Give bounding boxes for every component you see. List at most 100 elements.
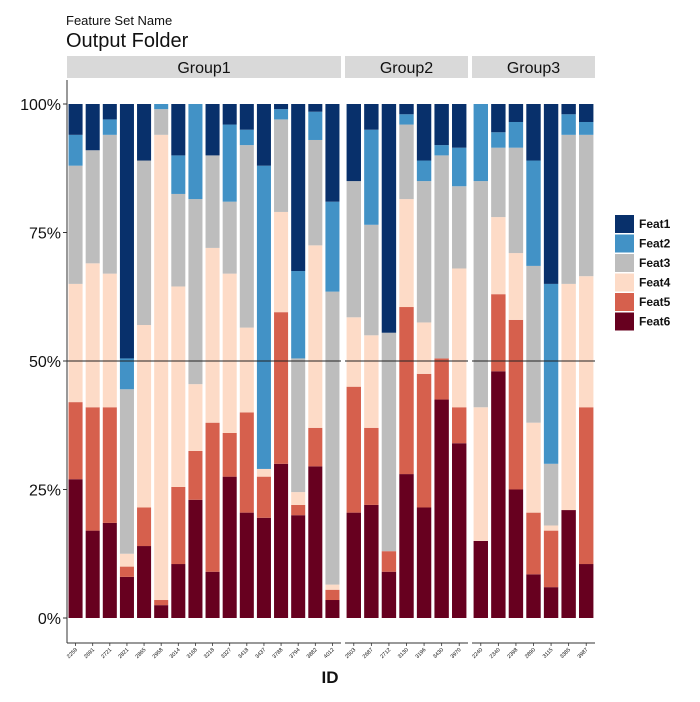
x-tick-label: 2890 — [524, 647, 537, 660]
bar-segment-feat4 — [308, 245, 323, 428]
bar-segment-feat1 — [85, 104, 100, 151]
y-axis: 0% 25% 50% 75% 100% — [20, 80, 68, 643]
bar-segment-feat6 — [434, 399, 449, 618]
bar-segment-feat5 — [434, 358, 449, 400]
facet-strip-label: Group3 — [507, 60, 560, 77]
bar-segment-feat1 — [102, 104, 117, 120]
bar-3418 — [239, 104, 254, 618]
bar-segment-feat4 — [399, 199, 414, 308]
bar-3987 — [579, 104, 594, 618]
x-tick-label: 2958 — [152, 647, 165, 660]
legend-item-feat1: Feat1 — [615, 215, 671, 233]
bar-segment-feat3 — [399, 124, 414, 200]
bar-segment-feat6 — [205, 571, 220, 618]
bar-segment-feat6 — [137, 546, 152, 618]
bar-segment-feat4 — [473, 407, 488, 541]
legend-swatch — [615, 312, 634, 331]
bar-segment-feat3 — [473, 181, 488, 408]
bar-segment-feat6 — [171, 564, 186, 618]
bar-segment-feat6 — [308, 466, 323, 618]
x-axis: 2259 2691 2721 2821 2865 2958 3014 3168 3218 3327… — [66, 642, 595, 660]
bar-segment-feat2 — [579, 121, 594, 135]
bar-4012 — [325, 104, 340, 618]
facet-strip-label: Group1 — [177, 60, 230, 77]
bar-segment-feat3 — [508, 147, 524, 254]
facet-strip — [345, 56, 468, 78]
bar-segment-feat1 — [308, 104, 323, 112]
bar-segment-feat4 — [526, 422, 541, 513]
bar-segment-feat6 — [274, 463, 289, 618]
bar-segment-feat4 — [543, 525, 559, 531]
bar-segment-feat3 — [119, 389, 134, 554]
legend-swatch — [615, 234, 634, 253]
bar-segment-feat5 — [274, 312, 289, 464]
bar-segment-feat3 — [154, 109, 169, 135]
bar-segment-feat3 — [239, 145, 254, 328]
bar-segment-feat4 — [452, 268, 467, 408]
x-axis-label: ID — [322, 668, 339, 687]
bar-2958 — [154, 104, 169, 618]
bar-segment-feat1 — [508, 104, 524, 122]
bar-segment-feat4 — [188, 384, 203, 451]
bar-3014 — [171, 104, 186, 618]
bar-segment-feat3 — [364, 224, 379, 336]
bar-segment-feat4 — [119, 553, 134, 567]
facet-strip-label: Group2 — [380, 60, 433, 77]
bar-segment-feat1 — [561, 104, 576, 115]
x-tick-label: 2865 — [135, 647, 148, 660]
bar-segment-feat2 — [491, 132, 506, 148]
bar-segment-feat2 — [364, 129, 379, 225]
bar-segment-feat2 — [452, 147, 467, 187]
panel-group3: Group3 — [472, 56, 595, 618]
bar-segment-feat6 — [416, 507, 432, 618]
bar-segment-feat4 — [171, 286, 186, 487]
bar-segment-feat6 — [491, 371, 506, 618]
x-tick-label: 3130 — [397, 647, 410, 660]
bar-segment-feat6 — [256, 517, 271, 618]
bar-segment-feat1 — [364, 104, 379, 130]
legend-label: Feat2 — [639, 237, 671, 251]
bar-3788 — [274, 104, 289, 618]
bar-segment-feat5 — [68, 402, 83, 480]
bar-segment-feat2 — [171, 155, 186, 194]
bar-segment-feat6 — [325, 600, 340, 618]
bar-segment-feat2 — [543, 283, 559, 464]
bar-segment-feat4 — [325, 584, 340, 590]
bar-segment-feat5 — [85, 407, 100, 531]
bar-segment-feat5 — [543, 530, 559, 588]
bar-2890 — [526, 104, 541, 618]
bar-segment-feat3 — [543, 463, 559, 526]
bar-segment-feat5 — [526, 512, 541, 575]
bar-segment-feat6 — [579, 564, 594, 618]
bar-segment-feat1 — [119, 104, 134, 359]
bar-segment-feat3 — [188, 199, 203, 385]
x-tick-label: 2712 — [379, 647, 392, 660]
chart-subtitle: Feature Set Name — [66, 13, 172, 28]
bar-segment-feat4 — [346, 317, 361, 387]
x-tick-label: 3437 — [254, 647, 267, 660]
bar-segment-feat1 — [291, 104, 306, 272]
legend-swatch — [615, 215, 634, 233]
legend-label: Feat5 — [639, 295, 671, 309]
bar-segment-feat5 — [205, 422, 220, 572]
bar-segment-feat2 — [256, 165, 271, 469]
legend-swatch — [615, 293, 634, 311]
bar-segment-feat5 — [491, 294, 506, 372]
bar-3430 — [434, 104, 449, 618]
x-tick-label: 3115 — [542, 647, 555, 660]
bar-segment-feat1 — [526, 104, 541, 161]
bar-segment-feat2 — [308, 111, 323, 140]
bar-segment-feat6 — [364, 504, 379, 618]
bar-segment-feat5 — [381, 551, 397, 572]
bar-segment-feat1 — [452, 104, 467, 148]
bar-segment-feat2 — [526, 160, 541, 266]
bar-segment-feat3 — [381, 332, 397, 552]
bar-segment-feat2 — [399, 114, 414, 125]
bar-segment-feat1 — [381, 104, 397, 333]
x-tick-label: 2687 — [362, 647, 375, 660]
bar-segment-feat3 — [205, 155, 220, 248]
bar-segment-feat4 — [291, 492, 306, 505]
bar-segment-feat5 — [364, 427, 379, 505]
bar-segment-feat4 — [205, 247, 220, 423]
facet-strip — [67, 56, 341, 78]
